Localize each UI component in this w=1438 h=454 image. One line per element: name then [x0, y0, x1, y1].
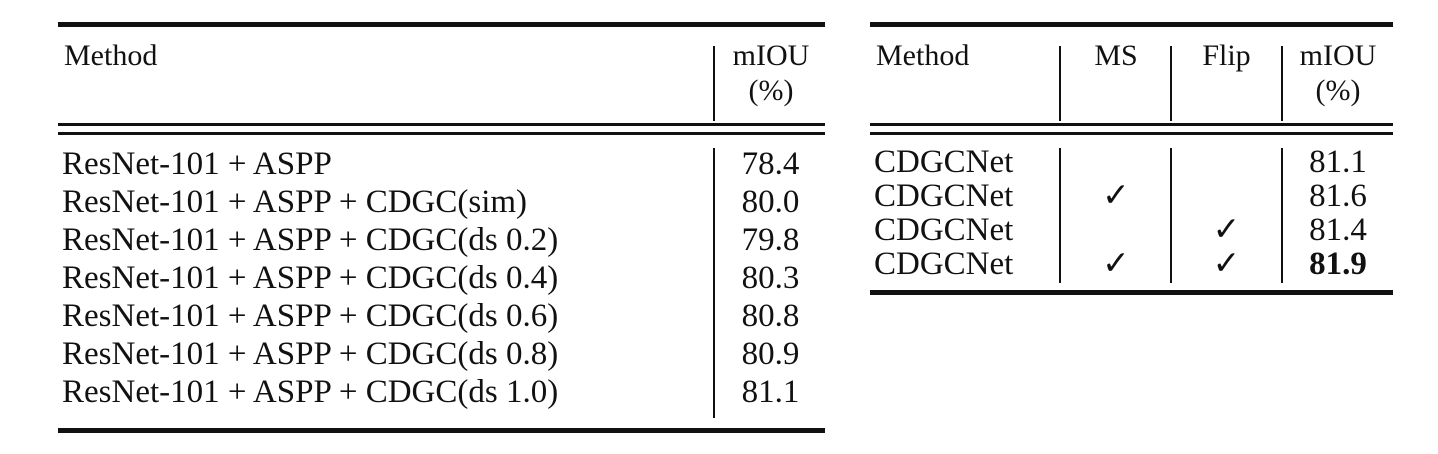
row-ms-check: ✓	[1102, 178, 1130, 214]
row-miou: 78.4	[741, 146, 800, 182]
row-flip-check: ✓	[1212, 212, 1241, 248]
row-method: ResNet-101 + ASPP + CDGC(ds 0.2)	[62, 222, 559, 258]
row-method: CDGCNet	[874, 246, 1014, 282]
row-method: ResNet-101 + ASPP + CDGC(sim)	[62, 184, 528, 220]
row-method: CDGCNet	[874, 144, 1014, 180]
row-miou: 80.8	[741, 298, 800, 334]
column-divider-body	[713, 148, 715, 418]
row-miou: 80.3	[741, 260, 800, 296]
column-divider	[1281, 46, 1283, 121]
header-miou-unit: (%)	[748, 74, 794, 107]
row-miou: 80.9	[741, 336, 800, 372]
row-miou: 79.8	[741, 222, 800, 258]
header-method: Method	[876, 39, 970, 72]
row-method: CDGCNet	[874, 178, 1014, 214]
row-miou: 81.4	[1309, 212, 1367, 248]
top-rule	[870, 22, 1393, 27]
column-divider-body	[1059, 148, 1061, 283]
header-miou: mIOU	[1299, 39, 1377, 72]
row-miou: 81.1	[1309, 144, 1367, 180]
header-double-rule-bottom	[870, 132, 1393, 135]
bottom-rule	[58, 428, 825, 433]
row-method: ResNet-101 + ASPP	[62, 146, 332, 182]
row-method: CDGCNet	[874, 212, 1014, 248]
inference-strategy-table: Method MS Flip mIOU (%) CDGCNet 81.1 CDG…	[870, 22, 1393, 296]
top-rule	[58, 22, 825, 27]
row-method: ResNet-101 + ASPP + CDGC(ds 0.4)	[62, 260, 559, 296]
header-miou-unit: (%)	[1315, 74, 1361, 107]
header-double-rule-top	[58, 123, 825, 126]
row-method: ResNet-101 + ASPP + CDGC(ds 1.0)	[62, 374, 559, 410]
row-miou: 80.0	[741, 184, 800, 220]
column-divider-body	[1281, 148, 1283, 283]
row-flip-check: ✓	[1212, 246, 1241, 282]
header-flip: Flip	[1202, 39, 1251, 72]
row-miou-best: 81.9	[1309, 246, 1367, 282]
row-method: ResNet-101 + ASPP + CDGC(ds 0.8)	[62, 336, 559, 372]
header-miou: mIOU	[732, 39, 810, 72]
column-divider	[1059, 46, 1061, 121]
column-divider	[713, 46, 715, 121]
header-double-rule-bottom	[58, 132, 825, 135]
row-ms-check: ✓	[1102, 246, 1130, 282]
bottom-rule	[870, 290, 1393, 295]
row-miou: 81.1	[741, 374, 800, 410]
column-divider	[1170, 46, 1172, 121]
row-method: ResNet-101 + ASPP + CDGC(ds 0.6)	[62, 298, 559, 334]
ablation-table: Method mIOU (%) ResNet-101 + ASPP 78.4 R…	[58, 22, 825, 434]
column-divider-body	[1170, 148, 1172, 283]
row-miou: 81.6	[1309, 178, 1367, 214]
header-double-rule-top	[870, 123, 1393, 126]
header-ms: MS	[1094, 39, 1138, 72]
header-method: Method	[64, 39, 158, 72]
